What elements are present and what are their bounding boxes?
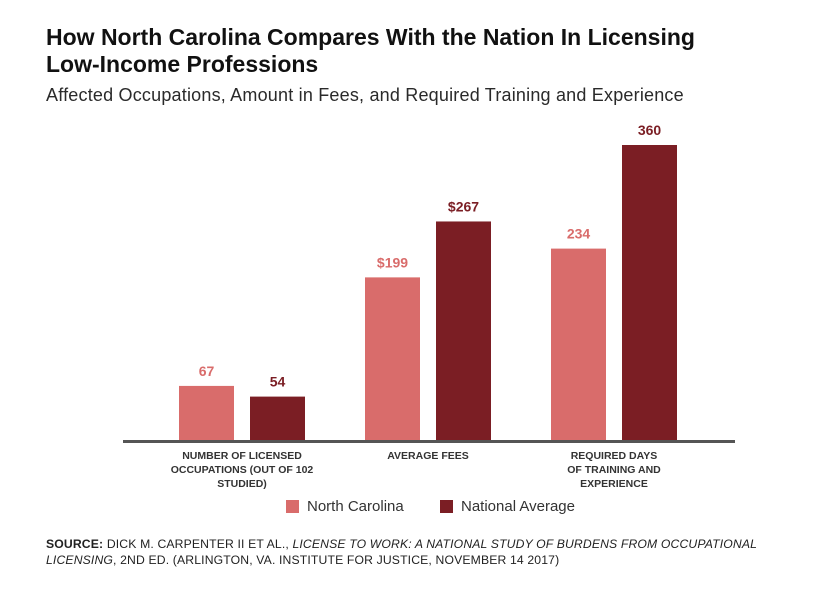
legend: North Carolina National Average [0,498,836,520]
source-label: SOURCE: [46,537,104,551]
bar-north-carolina-1 [365,277,420,441]
bar-north-carolina-0 [179,385,234,441]
category-label-2-line-2: EXPERIENCE [580,478,648,490]
data-label-north-carolina-2: 234 [567,226,591,242]
legend-swatch-north-carolina [286,500,299,513]
source-details: , 2ND ED. (ARLINGTON, VA. INSTITUTE FOR … [113,553,560,567]
legend-item-north-carolina: North Carolina [286,498,404,515]
data-label-national-average-1: $267 [448,198,479,214]
data-label-north-carolina-0: 67 [199,363,215,379]
chart-title-line-1: How North Carolina Compares With the Nat… [46,24,695,50]
legend-item-national-average: National Average [440,498,575,515]
bar-north-carolina-2 [551,248,606,441]
category-label-0-line-1: OCCUPATIONS (OUT OF 102 [171,464,314,476]
bar-chart: 67 54 NUMBER OF LICENSED OCCUPATIONS (OUT O… [123,122,735,490]
chart-title-line-2: Low-Income Professions [46,51,319,77]
category-label-2-line-1: OF TRAINING AND [567,464,661,476]
bar-national-average-1 [436,221,491,441]
chart-subtitle: Affected Occupations, Amount in Fees, an… [46,85,684,105]
source-work-title: LICENSE TO WORK: A NATIONAL STUDY OF BUR… [46,537,757,567]
data-label-north-carolina-1: $199 [377,254,408,270]
bar-national-average-0 [250,396,305,441]
category-label-1-line-0: AVERAGE FEES [387,450,469,462]
bar-national-average-2 [622,145,677,441]
category-label-2-line-0: REQUIRED DAYS [571,450,658,462]
data-label-national-average-2: 360 [638,122,662,138]
legend-label-north-carolina: North Carolina [307,498,404,515]
chart-title: How North Carolina Compares With the Nat… [46,24,806,78]
category-label-0-line-0: NUMBER OF LICENSED [182,450,302,462]
legend-swatch-national-average [440,500,453,513]
data-label-national-average-0: 54 [270,374,286,390]
source-note: SOURCE: DICK M. CARPENTER II ET AL., LIC… [46,536,816,568]
source-authors: DICK M. CARPENTER II ET AL., [106,537,289,551]
legend-label-national-average: National Average [461,498,575,515]
category-label-0-line-2: STUDIED) [217,478,267,490]
